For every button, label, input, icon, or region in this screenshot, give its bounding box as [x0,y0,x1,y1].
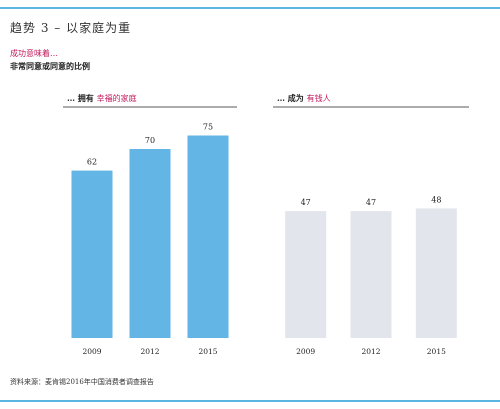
bar-2009 [285,211,327,338]
category-label: 2012 [361,347,380,356]
panel-title-highlight: 幸福的家庭 [97,93,137,103]
chart-subtitle: 成功意味着… [10,49,58,58]
panel-title-highlight: 有钱人 [307,93,331,103]
bar-2012 [129,149,171,338]
top-rule [0,7,500,9]
panel-title: … 拥有 幸福的家庭 [67,93,137,103]
bar-2009 [71,170,113,338]
category-label: 2015 [427,347,446,356]
bar-2015 [187,135,229,338]
panel-happy-family: … 拥有 幸福的家庭 62 2009 70 2012 75 2015 [63,93,237,356]
data-label: 70 [145,136,155,145]
data-label: 47 [366,198,376,207]
panel-title-prefix: … 拥有 [67,93,97,103]
category-label: 2009 [82,347,101,356]
bottom-rule [0,400,500,402]
data-label: 62 [87,158,97,167]
source-note: 资料来源：麦肯锡2016年中国消费者调查报告 [10,378,154,386]
panel-title: … 成为 有钱人 [277,93,331,103]
page-title: 趋势 3 – 以家庭为重 [10,21,132,35]
category-label: 2015 [198,347,217,356]
data-label: 48 [431,195,441,204]
bar-2015 [415,208,457,338]
category-label: 2009 [296,347,315,356]
category-label: 2012 [140,347,159,356]
panel-rich: … 成为 有钱人 47 2009 47 2012 48 2015 [273,93,469,356]
data-label: 47 [301,198,311,207]
chart-description: 非常同意或同意的比例 [10,61,90,71]
bar-2012 [350,211,392,338]
data-label: 75 [203,123,213,132]
panel-title-prefix: … 成为 [277,93,307,103]
